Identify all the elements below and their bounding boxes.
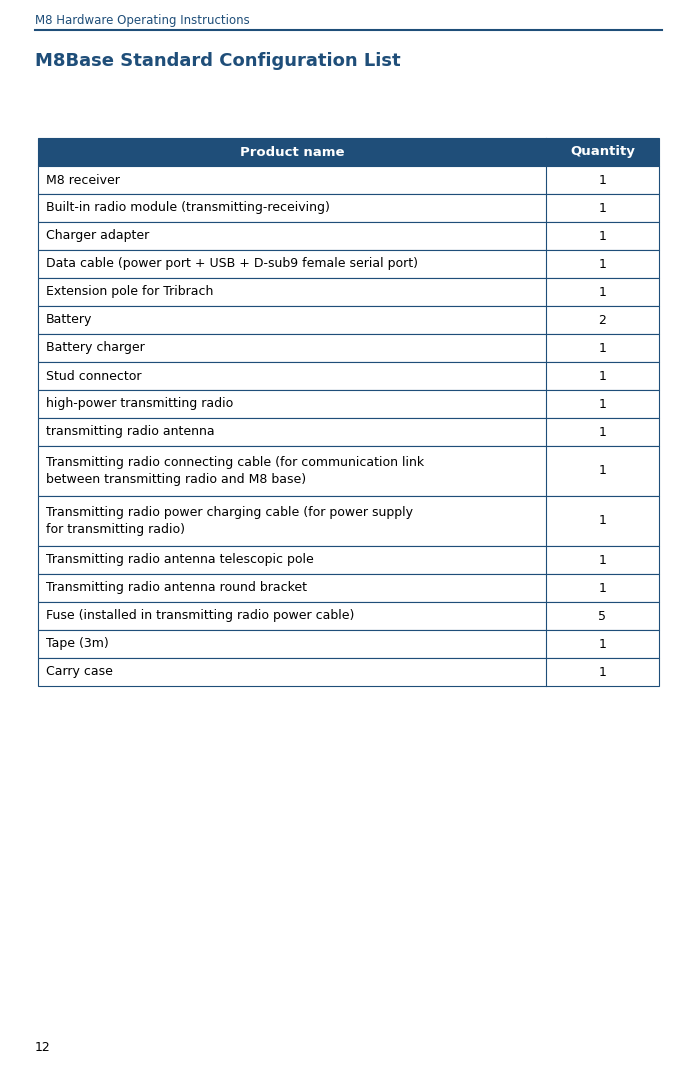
Bar	[38, 222, 659, 250]
Text: 1: 1	[599, 369, 606, 382]
Text: Transmitting radio antenna telescopic pole: Transmitting radio antenna telescopic po…	[46, 553, 314, 566]
Text: Data cable (power port + USB + D-sub9 female serial port): Data cable (power port + USB + D-sub9 fe…	[46, 257, 418, 270]
Text: Built-in radio module (transmitting-receiving): Built-in radio module (transmitting-rece…	[46, 201, 330, 214]
Bar	[38, 546, 659, 574]
Bar	[38, 417, 659, 445]
Text: 1: 1	[599, 229, 606, 242]
Text: 1: 1	[599, 257, 606, 270]
Text: 1: 1	[599, 425, 606, 439]
Text: 12: 12	[35, 1040, 51, 1054]
Text: 1: 1	[599, 173, 606, 186]
Bar	[38, 659, 659, 686]
Text: M8 receiver: M8 receiver	[46, 173, 120, 186]
Bar	[38, 362, 659, 390]
Text: 1: 1	[599, 341, 606, 354]
Text: Stud connector: Stud connector	[46, 369, 141, 382]
Text: 1: 1	[599, 514, 606, 527]
Text: Battery charger: Battery charger	[46, 341, 145, 354]
Bar	[38, 166, 659, 194]
Bar	[38, 496, 659, 546]
Text: M8Base Standard Configuration List: M8Base Standard Configuration List	[35, 52, 401, 70]
Text: M8 Hardware Operating Instructions: M8 Hardware Operating Instructions	[35, 14, 250, 27]
Bar	[38, 631, 659, 659]
Bar	[38, 194, 659, 222]
Text: 1: 1	[599, 553, 606, 566]
Text: 1: 1	[599, 581, 606, 595]
Bar	[38, 334, 659, 362]
Text: Product name: Product name	[240, 145, 344, 158]
Text: Quantity: Quantity	[570, 145, 635, 158]
Text: Battery: Battery	[46, 313, 93, 326]
Bar	[38, 138, 659, 166]
Bar	[38, 601, 659, 631]
Bar	[38, 390, 659, 417]
Text: transmitting radio antenna: transmitting radio antenna	[46, 425, 215, 439]
Text: 1: 1	[599, 665, 606, 679]
Text: high-power transmitting radio: high-power transmitting radio	[46, 397, 233, 411]
Text: Tape (3m): Tape (3m)	[46, 637, 109, 651]
Text: 2: 2	[599, 313, 606, 326]
Text: 5: 5	[599, 609, 606, 623]
Text: Transmitting radio connecting cable (for communication link
between transmitting: Transmitting radio connecting cable (for…	[46, 456, 424, 485]
Bar	[38, 445, 659, 496]
Text: 1: 1	[599, 397, 606, 411]
Text: Carry case: Carry case	[46, 665, 113, 679]
Text: 1: 1	[599, 201, 606, 214]
Bar	[38, 278, 659, 306]
Text: 1: 1	[599, 465, 606, 478]
Text: Fuse (installed in transmitting radio power cable): Fuse (installed in transmitting radio po…	[46, 609, 354, 623]
Bar	[38, 306, 659, 334]
Text: 1: 1	[599, 637, 606, 651]
Text: Extension pole for Tribrach: Extension pole for Tribrach	[46, 285, 213, 298]
Text: Charger adapter: Charger adapter	[46, 229, 149, 242]
Text: 1: 1	[599, 285, 606, 298]
Bar	[38, 250, 659, 278]
Text: Transmitting radio antenna round bracket: Transmitting radio antenna round bracket	[46, 581, 307, 595]
Text: Transmitting radio power charging cable (for power supply
for transmitting radio: Transmitting radio power charging cable …	[46, 506, 413, 536]
Bar	[38, 574, 659, 601]
